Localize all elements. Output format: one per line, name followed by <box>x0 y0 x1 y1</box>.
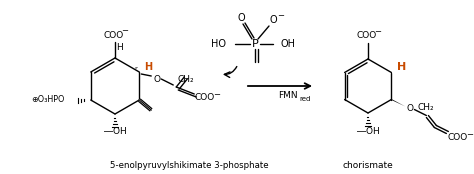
Text: HO: HO <box>211 39 226 49</box>
Text: OH: OH <box>281 39 296 49</box>
Text: ″: ″ <box>135 66 137 76</box>
Text: COO: COO <box>194 93 214 102</box>
Text: CH₂: CH₂ <box>417 103 434 112</box>
Text: −: − <box>213 90 220 100</box>
Text: −: − <box>277 11 284 21</box>
Text: P: P <box>252 39 258 49</box>
Text: H: H <box>144 62 152 72</box>
Text: CH₂: CH₂ <box>178 74 194 84</box>
Text: −: − <box>466 130 473 139</box>
Text: COO: COO <box>447 133 467 142</box>
Text: ―OH: ―OH <box>104 128 127 136</box>
Text: H: H <box>397 61 406 72</box>
Text: −: − <box>121 26 128 35</box>
Text: COO: COO <box>104 30 124 39</box>
Text: H: H <box>117 44 123 53</box>
Text: O: O <box>237 13 245 23</box>
Text: O: O <box>154 74 161 84</box>
Text: FMN: FMN <box>278 92 298 101</box>
Text: ―OH: ―OH <box>356 126 379 136</box>
Text: O: O <box>407 104 414 113</box>
Text: 5-enolpyruvylshikimate 3-phosphate: 5-enolpyruvylshikimate 3-phosphate <box>110 161 269 171</box>
Text: COO: COO <box>357 31 377 41</box>
Text: red: red <box>299 96 310 102</box>
Text: chorismate: chorismate <box>343 161 393 171</box>
Text: −: − <box>374 27 382 37</box>
Text: O: O <box>269 15 277 25</box>
Polygon shape <box>391 100 405 106</box>
Text: ⊕O₃HPO: ⊕O₃HPO <box>31 96 65 105</box>
